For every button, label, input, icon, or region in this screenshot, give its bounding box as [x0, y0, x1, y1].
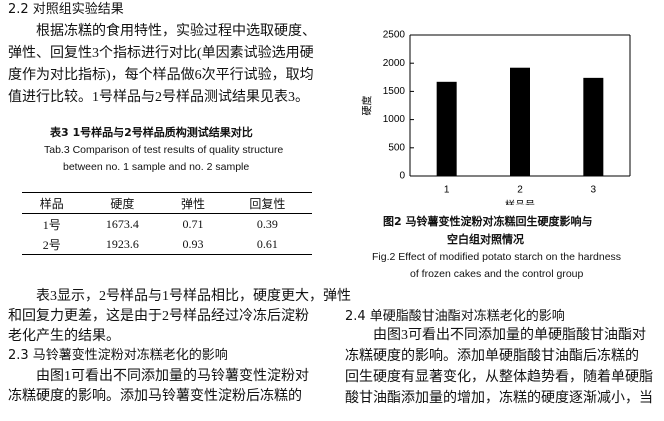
text-line: 冻糕硬度的影响。添加马铃薯变性淀粉后冻糕的	[8, 389, 302, 404]
header-cell: 样品	[39, 196, 64, 211]
cell: 1923.6	[105, 236, 139, 251]
bar	[583, 77, 604, 176]
text-line: 冻糕硬度的影响。添加单硬脂酸甘油酯后冻糕的	[345, 349, 639, 364]
y-tick-label: 1000	[383, 114, 406, 125]
text-line: 值进行比较。1号样品与2号样品测试结果见表3。	[8, 90, 309, 105]
text-line: 和回复力更差，这是由于2号样品经过冷冻后淀粉	[8, 309, 309, 324]
header-cell: 回复性	[249, 196, 286, 211]
bar	[510, 67, 530, 176]
x-tick-label: 1	[444, 185, 450, 196]
y-tick-label: 500	[388, 142, 405, 153]
text-line: 根据冻糕的食用特性，实验过程中选取硬度、	[36, 24, 316, 39]
header-cell: 弹性	[180, 196, 205, 211]
section-heading: 2.4 单硬脂酸甘油酯对冻糕老化的影响	[345, 309, 565, 324]
header-cell: 硬度	[110, 196, 135, 211]
cell: 1号	[42, 217, 61, 232]
text-line: 回生硬度有显著变化，从整体趋势看，随着单硬脂	[345, 370, 653, 385]
table-caption: 表3 1号样品与2号样品质构测试结果对比	[50, 126, 253, 139]
cell: 1673.4	[105, 216, 139, 231]
x-tick-label: 2	[517, 185, 523, 196]
text-line: 由图1可看出不同添加量的马铃薯变性淀粉对	[36, 369, 309, 384]
section-heading: 2.2 对照组实验结果	[8, 2, 124, 17]
figure-caption-en: Fig.2 Effect of modified potato starch o…	[372, 251, 622, 263]
table-caption-en: between no. 1 sample and no. 2 sample	[63, 161, 250, 173]
text-line: 表3显示，2号样品与1号样品相比，硬度更大，弹性	[36, 289, 351, 304]
x-tick-label: 3	[591, 185, 597, 196]
cell: 0.39	[256, 216, 278, 231]
y-tick-label: 2500	[383, 30, 406, 41]
y-tick-label: 1500	[383, 86, 406, 97]
figure-caption-en: of frozen cakes and the control group	[410, 268, 584, 280]
figure-caption: 空白组对照情况	[447, 233, 524, 246]
cell: 0.93	[182, 236, 204, 251]
cell: 0.71	[182, 216, 204, 231]
text-line: 老化产生的结果。	[8, 329, 120, 344]
cell: 0.61	[256, 236, 278, 251]
bar	[436, 81, 457, 176]
table-3: 样品 硬度 弹性 回复性 1号 1673.4 0.71 0.39 2号 1923…	[22, 192, 312, 255]
figure-caption: 图2 马铃薯变性淀粉对冻糕回生硬度影响与	[383, 215, 593, 228]
table-row: 2号 1923.6 0.93 0.61	[22, 234, 312, 255]
y-tick-label: 0	[399, 171, 405, 182]
text-line: 酸甘油酯添加量的增加，冻糕的硬度逐渐减小，当	[345, 391, 653, 406]
cell: 2号	[42, 237, 61, 252]
section-heading: 2.3 马铃薯变性淀粉对冻糕老化的影响	[8, 348, 228, 363]
table-caption-en: Tab.3 Comparison of test results of qual…	[44, 144, 284, 156]
text-line: 由图3可看出不同添加量的单硬脂酸甘油酯对	[373, 328, 646, 343]
text-line: 弹性、回复性3个指标进行对比(单因素试验选用硬	[8, 46, 314, 61]
y-axis-label: 硬度	[361, 96, 374, 116]
table-header: 样品 硬度 弹性 回复性	[22, 192, 312, 214]
y-tick-label: 2000	[383, 58, 406, 69]
text-line: 度作为对比指标)，每个样品做6次平行试验，取均	[8, 68, 314, 83]
figure-2-chart: 0 500 1000 1500 2000 2500 1 2 3 硬度样品号	[361, 30, 631, 205]
x-axis-label: 样品号	[505, 199, 535, 205]
table-row: 1号 1673.4 0.71 0.39	[22, 214, 312, 235]
